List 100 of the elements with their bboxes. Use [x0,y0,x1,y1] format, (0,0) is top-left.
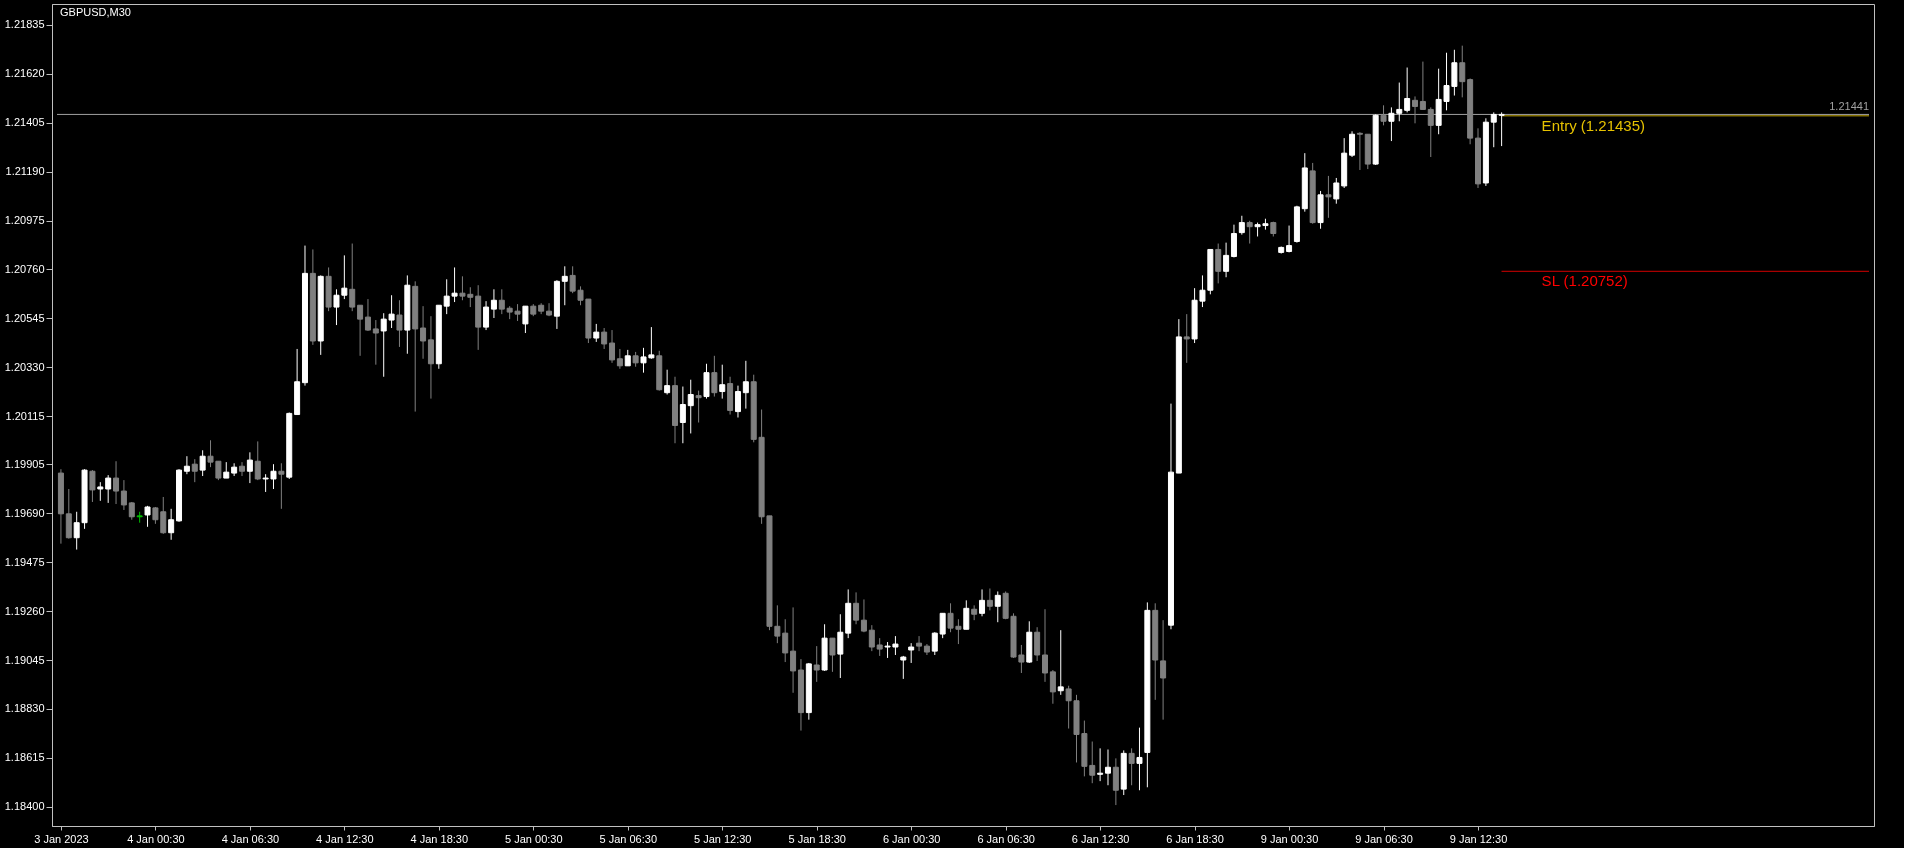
candlestick [703,363,710,400]
candlestick [1419,61,1426,110]
candlestick [1230,224,1237,258]
candlestick [790,606,797,694]
candlestick [963,599,970,630]
x-tick-label: 6 Jan 06:30 [977,832,1035,845]
candlestick [1215,243,1222,284]
candlestick [1380,104,1387,126]
candlestick [168,508,175,541]
x-tick-label: 5 Jan 06:30 [599,832,658,845]
candlestick [1333,177,1340,205]
y-tick-label: 1.19905 [4,457,45,470]
candlestick [687,379,694,434]
candlestick [357,304,364,357]
candlestick [1034,626,1041,662]
candlestick [65,488,72,540]
candlestick [1412,95,1419,124]
x-tick-label: 5 Jan 12:30 [693,832,752,845]
candlestick [239,461,246,477]
y-tick-label: 1.20975 [4,214,45,227]
candlestick [1223,242,1230,278]
x-tick-label: 4 Jan 00:30 [127,832,185,845]
candlestick [1325,175,1332,219]
x-tick-label: 9 Jan 12:30 [1449,832,1508,845]
x-tick-label: 6 Jan 18:30 [1166,832,1224,845]
candlestick [483,300,490,331]
y-tick-label: 1.19475 [4,555,45,568]
ref-line-label: 1.21441 [1829,100,1869,113]
y-tick-label: 1.19260 [4,604,45,617]
x-tick-label: 9 Jan 06:30 [1355,832,1413,845]
candlestick [664,369,671,396]
candlestick [860,598,867,633]
y-tick-label: 1.18615 [4,751,45,764]
candlestick [1183,313,1190,364]
candlestick [601,327,608,350]
candlestick [1097,747,1104,782]
x-tick-label: 5 Jan 18:30 [788,832,846,845]
candlestick [191,458,198,483]
candlestick [246,451,253,484]
candlestick [1049,669,1056,705]
candlestick [1136,727,1143,791]
candlestick [1356,131,1363,171]
ref-line-label: SL (1.20752) [1541,272,1628,290]
y-tick-label: 1.20545 [4,311,45,324]
candlestick [1160,619,1167,721]
candlestick [609,329,616,364]
y-tick-label: 1.18400 [4,800,45,813]
candlestick [719,364,726,400]
candlestick [349,243,356,312]
candlestick [89,469,96,503]
candlestick [1042,608,1049,683]
candlestick [829,637,836,673]
candlestick [97,481,104,502]
candlestick [278,462,285,510]
candlestick [396,299,403,348]
y-tick-label: 1.20330 [4,360,45,373]
y-tick-label: 1.21620 [4,67,45,80]
y-tick-label: 1.21190 [5,165,45,178]
candlestick [1459,45,1466,98]
x-tick-label: 6 Jan 00:30 [882,832,941,845]
candlestick [427,315,434,400]
candlestick [711,355,718,398]
candlestick [120,479,127,511]
candlestick [1112,757,1119,806]
x-tick-label: 4 Jan 12:30 [316,832,374,845]
candlestick [561,265,568,306]
candlestick [1349,130,1356,158]
x-tick-label: 5 Jan 00:30 [505,832,563,845]
candlestick [1246,220,1253,245]
candlestick [837,613,844,679]
candlestick [1057,629,1064,696]
candlestick [782,618,789,663]
y-tick-label: 1.18830 [4,702,45,715]
x-tick-label: 4 Jan 18:30 [410,832,469,845]
candlestick [908,642,915,664]
candlestick [1238,215,1245,236]
candlestick [498,288,505,315]
candlestick [986,588,993,611]
candlestick [1104,748,1111,786]
y-tick-label: 1.21405 [4,116,45,129]
y-tick-label: 1.19690 [4,506,45,519]
candlestick [199,449,206,477]
candlestick [546,302,553,317]
candlestick [1286,225,1293,253]
candlestick [931,631,938,656]
y-tick-label: 1.21835 [4,18,45,31]
candlestick [183,455,190,475]
candlestick [113,460,120,505]
y-tick-label: 1.20760 [4,263,45,275]
candlestick [853,591,860,625]
candlestick [742,360,749,410]
candlestick [522,305,529,334]
candlestick [868,624,875,652]
candlestick [105,474,112,504]
y-tick-label: 1.19045 [4,653,45,666]
candlestick [695,390,702,424]
candlestick [994,590,1001,623]
candlestick [1404,67,1411,113]
candlestick [939,612,946,639]
candlestick [364,298,371,332]
